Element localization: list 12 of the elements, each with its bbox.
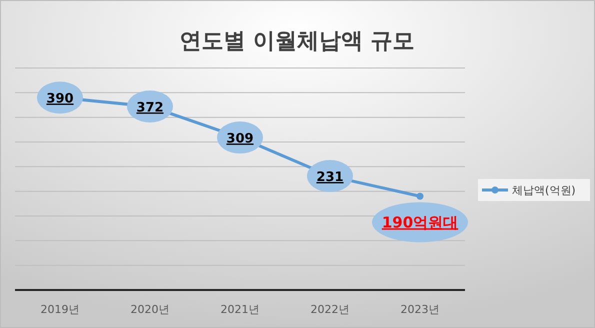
legend-label: 체납액(억원)	[512, 184, 576, 197]
x-tick-label: 2023년	[400, 303, 440, 316]
data-label: 390	[46, 92, 74, 107]
data-label: 372	[136, 100, 164, 116]
x-tick-label: 2021년	[220, 303, 260, 316]
data-label: 231	[316, 170, 344, 186]
x-tick-label: 2019년	[40, 303, 80, 316]
data-label: 190억원대	[382, 213, 458, 232]
x-tick-label: 2020년	[130, 303, 170, 316]
chart-title: 연도별 이월체납액 규모	[179, 29, 415, 54]
data-label: 309	[226, 132, 254, 147]
x-tick-label: 2022년	[310, 303, 350, 316]
